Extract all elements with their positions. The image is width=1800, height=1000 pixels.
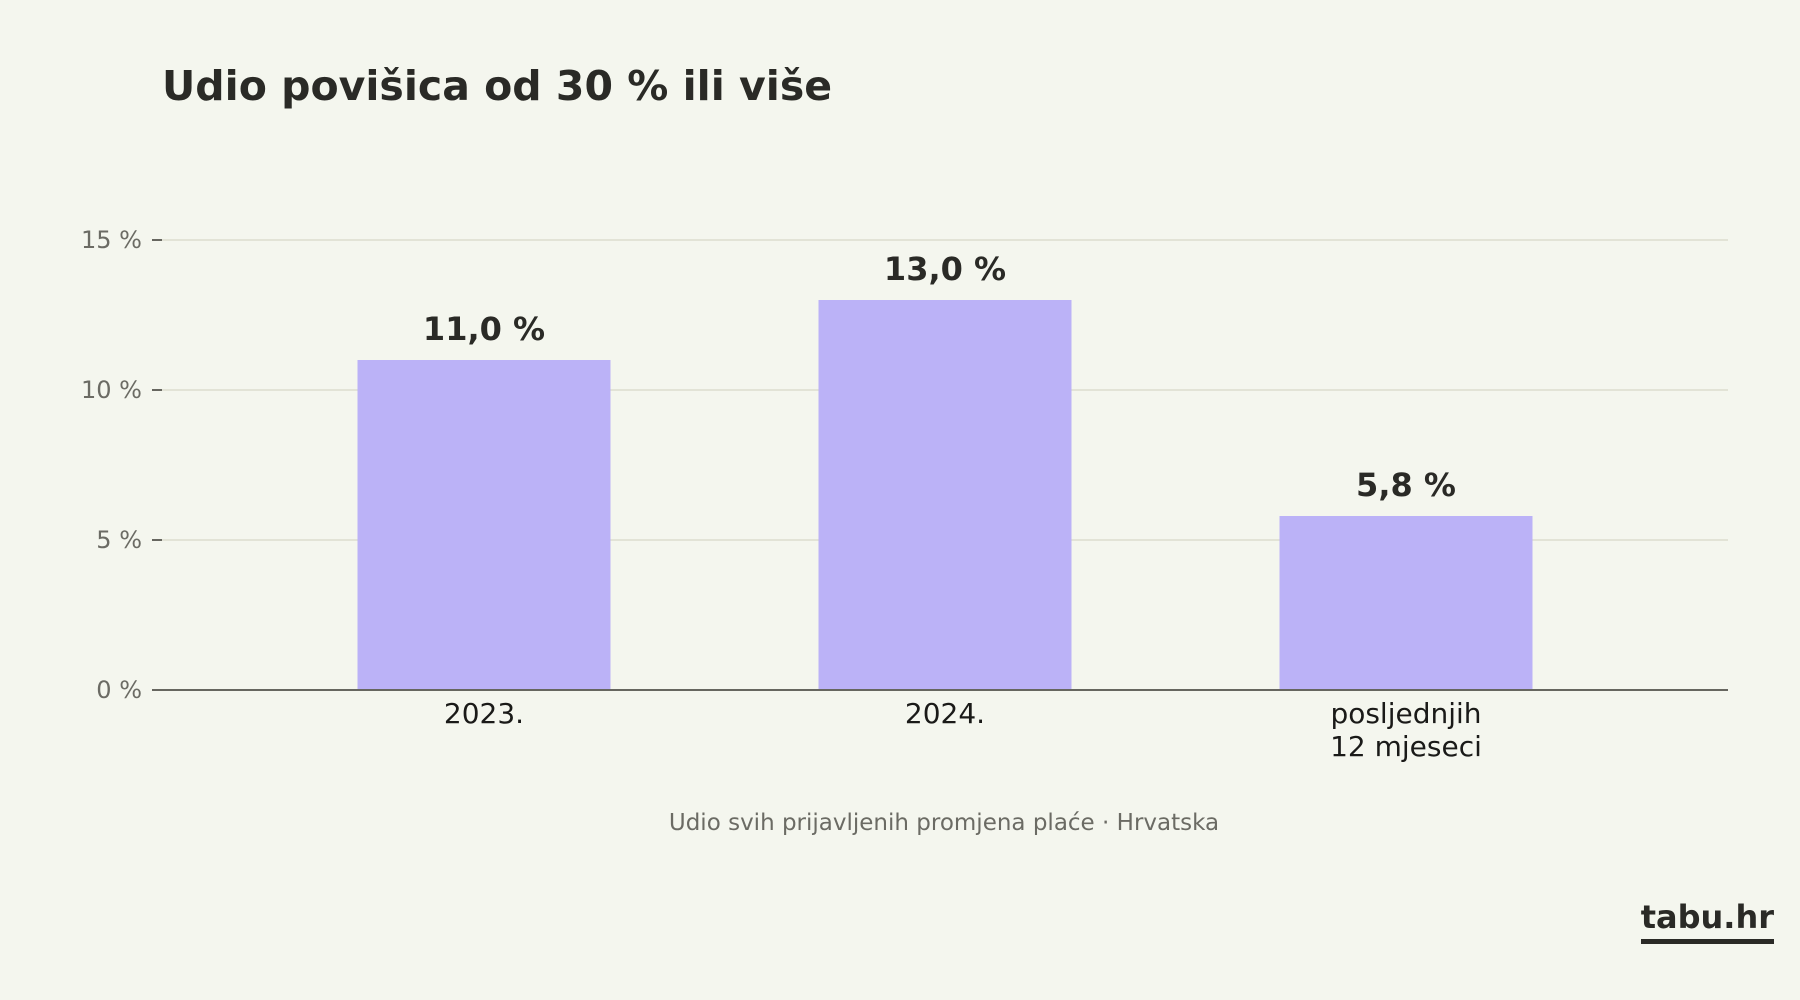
bar-value-label: 13,0 %: [884, 250, 1006, 288]
bar: [818, 300, 1072, 690]
x-tick-label: 12 mjeseci: [1330, 730, 1482, 763]
y-axis: 0 % 5 % 10 % 15 %: [81, 226, 162, 704]
bar: [357, 360, 611, 690]
bar-value-label: 5,8 %: [1356, 466, 1456, 504]
chart-subtitle: Udio svih prijavljenih promjena plaće · …: [668, 810, 1220, 836]
y-tick-label: 15 %: [81, 226, 142, 254]
bar: [1279, 516, 1533, 690]
value-labels: 11,0 % 13,0 % 5,8 %: [423, 250, 1456, 504]
x-tick-label: 2023.: [444, 697, 524, 730]
chart-title: Udio povišica od 30 % ili više: [162, 62, 833, 110]
y-tick-label: 10 %: [81, 376, 142, 404]
y-tick-label: 0 %: [96, 676, 142, 704]
x-tick-label: posljednjih: [1330, 697, 1481, 730]
x-tick-label: 2024.: [905, 697, 985, 730]
y-tick-label: 5 %: [96, 526, 142, 554]
brand-logo: tabu.hr: [1640, 899, 1774, 945]
bars: [357, 300, 1533, 690]
bar-value-label: 11,0 %: [423, 310, 545, 348]
